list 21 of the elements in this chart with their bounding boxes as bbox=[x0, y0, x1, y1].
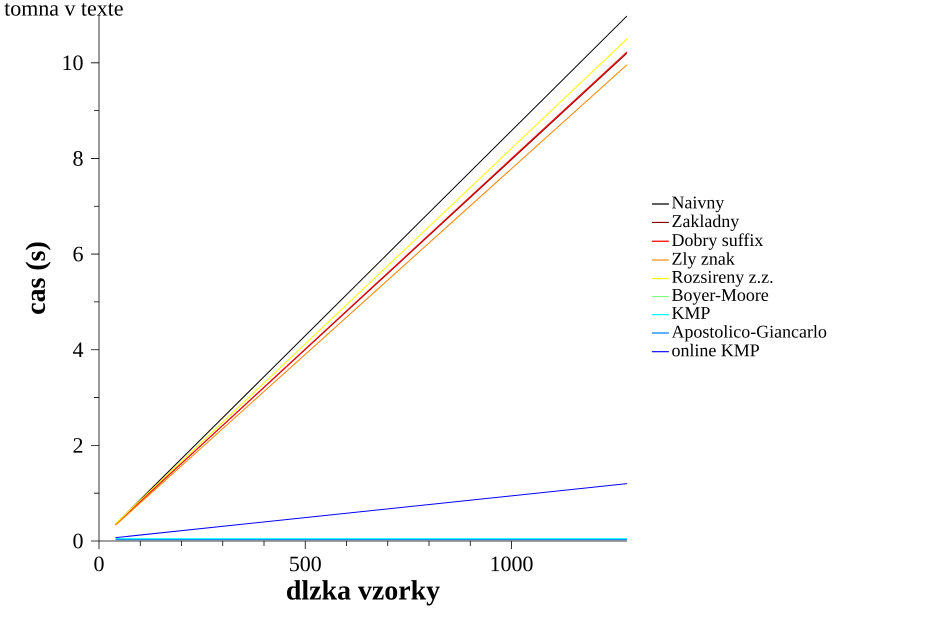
chart-title: tomna v texte bbox=[4, 3, 123, 16]
x-axis-title: dlzka vzorky bbox=[287, 580, 440, 606]
legend-label: Apostolico-Giancarlo bbox=[672, 325, 826, 342]
legend-label: KMP bbox=[672, 307, 710, 319]
x-tick-label: 1000 bbox=[492, 556, 533, 572]
y-tick-label: 6 bbox=[73, 246, 83, 262]
legend-label: Naivny bbox=[672, 196, 724, 212]
y-tick-label: 8 bbox=[73, 151, 83, 166]
x-tick-label: 500 bbox=[290, 556, 321, 572]
legend-label: Boyer-Moore bbox=[672, 289, 768, 305]
legend-label: Zakladny bbox=[672, 214, 740, 231]
y-tick-label: 2 bbox=[74, 438, 82, 453]
y-tick-label: 10 bbox=[64, 55, 83, 70]
y-tick-label: 0 bbox=[73, 534, 83, 548]
y-axis-title: cas (s) bbox=[25, 242, 51, 314]
legend-label: online KMP bbox=[672, 344, 759, 356]
legend-label: Rozsireny z.z. bbox=[672, 270, 772, 287]
x-tick-label: 0 bbox=[94, 556, 104, 572]
legend-label: Dobry suffix bbox=[672, 233, 764, 250]
y-tick-label: 4 bbox=[72, 342, 84, 357]
legend-label: Zly znak bbox=[672, 252, 735, 269]
